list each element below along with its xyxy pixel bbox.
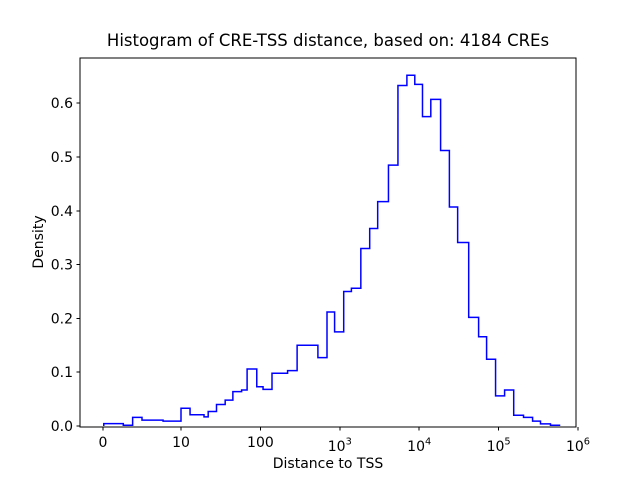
- y-tick-label: 0.2: [51, 311, 73, 327]
- histogram-step-line: [103, 74, 561, 427]
- x-tick-label: 0: [99, 435, 108, 451]
- x-tick-label: 105: [487, 437, 511, 456]
- y-tick-label: 0.4: [51, 204, 73, 220]
- x-tick-label: 104: [407, 437, 431, 456]
- y-axis-label: Density: [31, 215, 47, 268]
- chart-title: Histogram of CRE-TSS distance, based on:…: [107, 31, 549, 50]
- y-tick-label: 0.5: [51, 150, 73, 166]
- x-tick-labels: 0 10 100 103 104 105 106: [99, 435, 590, 455]
- y-tick-labels: 0.0 0.1 0.2 0.3 0.4 0.5 0.6: [51, 96, 73, 435]
- y-tick-label: 0.3: [51, 258, 73, 274]
- x-tick-label: 100: [247, 435, 274, 451]
- x-tick-label: 10: [172, 435, 190, 451]
- x-tick-label: 106: [566, 437, 590, 456]
- y-ticks: [76, 102, 80, 427]
- x-axis-label: Distance to TSS: [273, 456, 384, 472]
- y-tick-label: 0.6: [51, 96, 73, 112]
- x-ticks: [102, 427, 579, 431]
- y-tick-label: 0.1: [51, 365, 73, 381]
- y-tick-label: 0.0: [51, 419, 73, 435]
- plot-area-border: [79, 57, 577, 428]
- x-tick-label: 103: [328, 437, 352, 456]
